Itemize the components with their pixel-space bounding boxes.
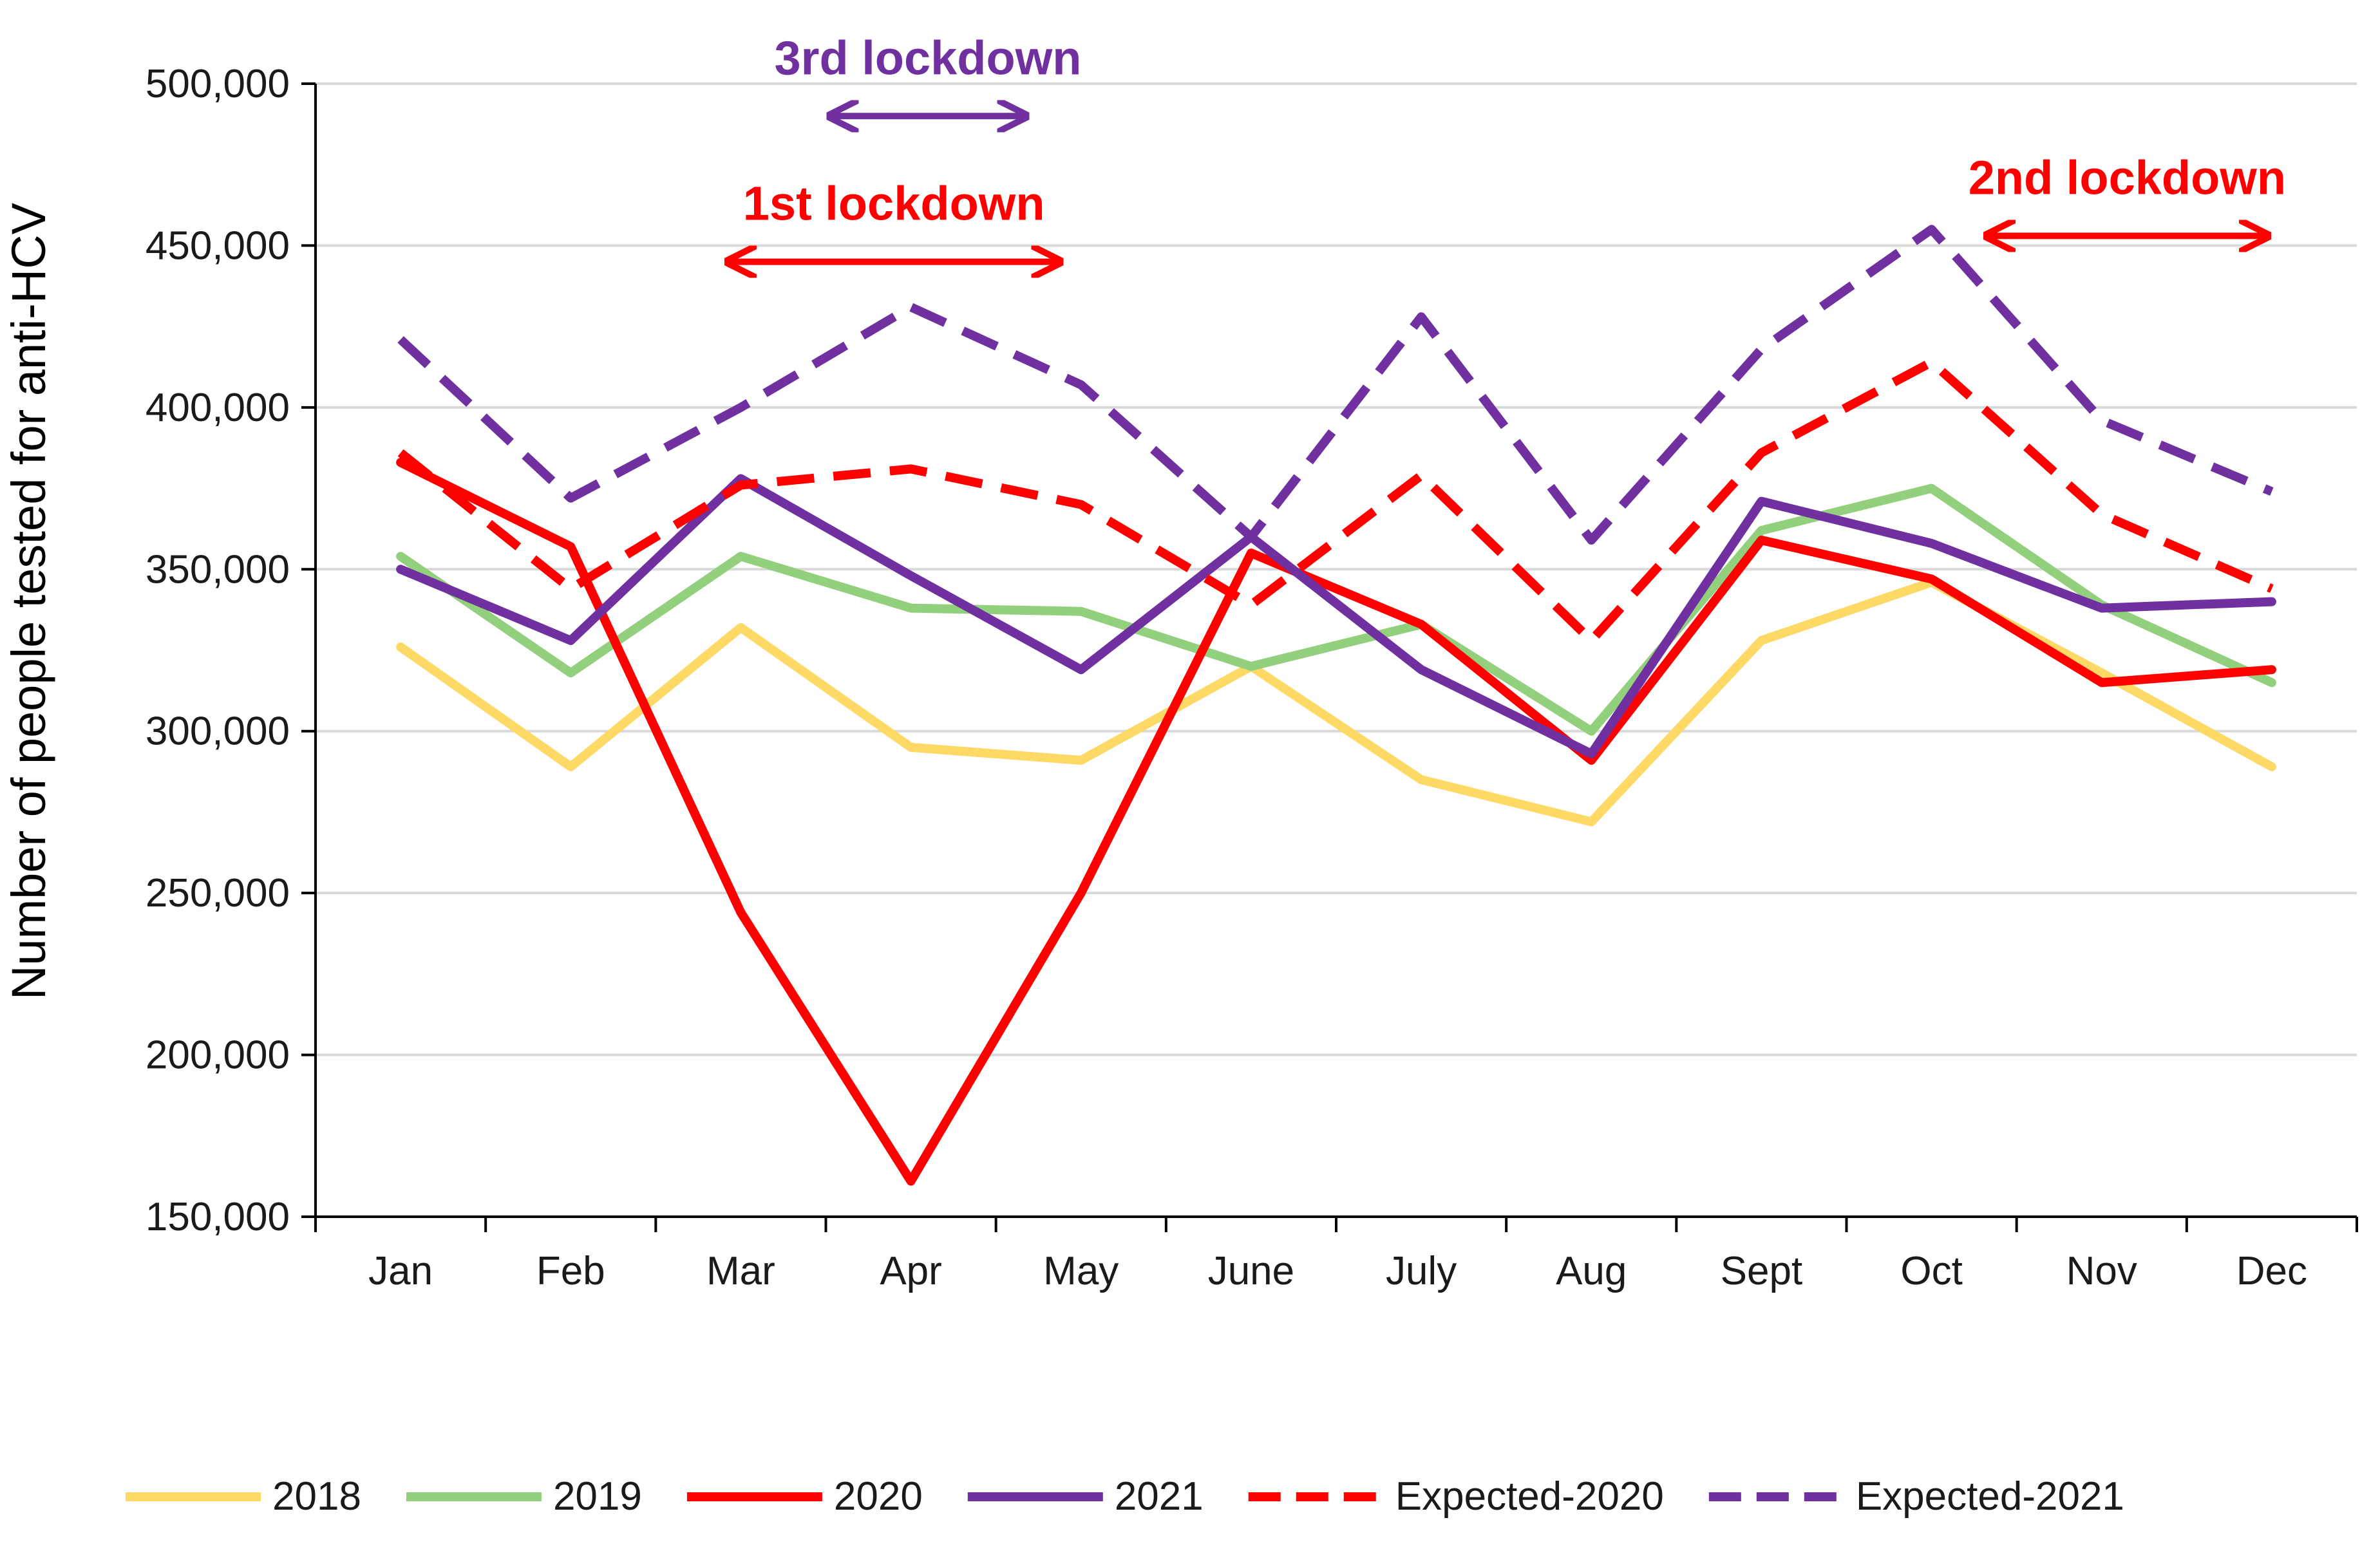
- x-tick-label: Dec: [2236, 1249, 2307, 1293]
- 2nd-lockdown-label: 2nd lockdown: [1969, 151, 2286, 204]
- x-tick-label: July: [1386, 1249, 1457, 1293]
- x-tick-label: Oct: [1900, 1249, 1962, 1293]
- series-line-2020: [396, 458, 2276, 1186]
- legend-label-2021: 2021: [1115, 1474, 1204, 1519]
- y-tick-label: 400,000: [146, 386, 290, 430]
- y-tick-label: 200,000: [146, 1033, 290, 1078]
- 3rd-lockdown-label: 3rd lockdown: [775, 31, 1082, 84]
- y-tick-label: 300,000: [146, 709, 290, 754]
- x-tick-label: Feb: [536, 1249, 605, 1293]
- x-tick-label: Apr: [880, 1249, 941, 1293]
- legend-label-2018: 2018: [272, 1474, 361, 1519]
- axes: 150,000 200,000 250,000 300,000 350,000 400,0…: [146, 62, 2358, 1293]
- x-tick-label: June: [1208, 1249, 1294, 1293]
- legend-label-2020: 2020: [834, 1474, 923, 1519]
- legend: 2018 2019 2020 2021 Expected-2020 Expected-20…: [126, 1474, 2124, 1519]
- x-tick-label: Nov: [2066, 1249, 2137, 1293]
- x-tick-label: Sept: [1721, 1249, 1803, 1293]
- series-lines: [396, 225, 2276, 1186]
- series-line-expected-2020: [397, 357, 2274, 645]
- y-tick-label: 500,000: [146, 62, 290, 106]
- 1st-lockdown-label: 1st lockdown: [743, 177, 1045, 230]
- series-line-2021: [396, 474, 2276, 758]
- legend-label-expected-2021: Expected-2021: [1856, 1474, 2124, 1519]
- series-line-2019: [396, 483, 2276, 736]
- legend-label-2019: 2019: [553, 1474, 642, 1519]
- x-tick-label: Mar: [706, 1249, 775, 1293]
- x-tick-label: Jan: [368, 1249, 433, 1293]
- series-line-expected-2021: [397, 225, 2274, 545]
- y-tick-label: 450,000: [146, 223, 290, 268]
- y-tick-label: 250,000: [146, 871, 290, 915]
- legend-label-expected-2020: Expected-2020: [1395, 1474, 1664, 1519]
- lockdown-annotations: 3rd lockdown 1st lockdown 2nd lockdown: [728, 31, 2286, 261]
- y-tick-label: 150,000: [146, 1195, 290, 1239]
- x-tick-label: May: [1043, 1249, 1119, 1293]
- x-tick-label: Aug: [1556, 1249, 1627, 1293]
- y-tick-label: 350,000: [146, 547, 290, 592]
- y-axis-title: Number of people tested for anti-HCV: [2, 202, 55, 1000]
